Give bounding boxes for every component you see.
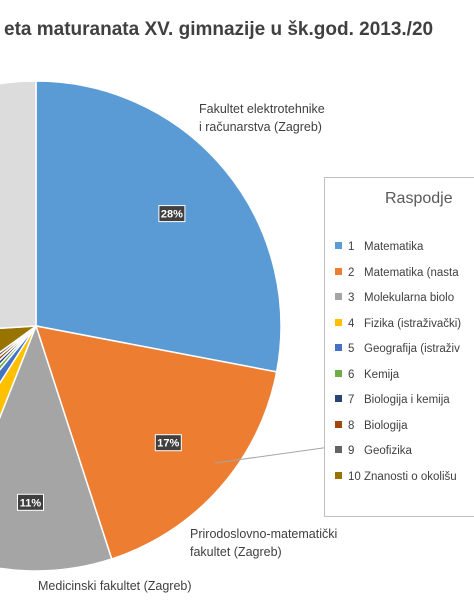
- legend-swatch-1: [335, 242, 342, 249]
- legend-label: Matematika (nasta: [364, 266, 459, 279]
- legend-swatch-5: [335, 344, 342, 351]
- data-label-box-2: [154, 434, 182, 452]
- data-label-2: 17%: [157, 438, 179, 450]
- legend-label: Biologija i kemija: [364, 394, 450, 406]
- legend-title: Raspodje: [385, 190, 453, 207]
- legend-swatch-6: [335, 369, 342, 377]
- legend-number: 2: [348, 266, 355, 279]
- legend-number: 5: [348, 343, 355, 355]
- legend-item-4: 4 Fizika (istraživački): [335, 318, 461, 334]
- pie-slice-11: [0, 80, 37, 330]
- legend-item-6: 6 Kemija: [335, 369, 399, 385]
- pie-slice-7: [0, 325, 37, 366]
- legend-swatch-2: [335, 267, 342, 275]
- legend-swatch-8: [335, 420, 342, 428]
- legend-swatch-3: [335, 293, 342, 300]
- callout-fer: Fakultet elektrotehnike i računarstva (Z…: [199, 102, 325, 134]
- callout-pmf: Prirodoslovno-matematički fakultet (Zagr…: [190, 527, 337, 559]
- pie-slice-5: [0, 325, 37, 385]
- legend-label: Znanosti o okolišu: [364, 470, 457, 483]
- legend-item-1: 1 Matematika: [335, 241, 423, 257]
- pie-slice-10: [0, 325, 39, 354]
- callout-fer-line1: Fakultet elektrotehnike: [199, 102, 325, 116]
- data-label-box-3: [17, 493, 44, 511]
- data-labels: 28% 17% 11%: [17, 205, 186, 511]
- legend-swatch-10: [335, 471, 342, 479]
- legend-item-3: 3 Molekularna biolo: [335, 292, 454, 308]
- legend-number: 7: [348, 394, 355, 406]
- legend-label: Matematika: [364, 241, 424, 253]
- legend-number: 6: [348, 368, 355, 381]
- legend-label: Kemija: [364, 368, 400, 381]
- legend-item-5: 5 Geografija (istraživ: [335, 343, 460, 359]
- legend-swatch-7: [335, 395, 342, 402]
- legend-swatch-4: [335, 318, 342, 326]
- legend-item-2: 2 Matematika (nasta: [335, 267, 459, 283]
- legend-label: Fizika (istraživački): [364, 317, 462, 330]
- data-label-box-1: [158, 205, 186, 223]
- callout-pmf-line2: fakultet (Zagreb): [190, 545, 282, 559]
- callout-pmf-line1: Prirodoslovno-matematički: [190, 527, 337, 541]
- legend-swatch-9: [335, 446, 342, 453]
- pie-slice-9: [0, 325, 37, 357]
- pie-slice-fakultet-elektrotehnike-i-racunarstva-zagreb: [35, 80, 282, 373]
- legend-number: 4: [348, 317, 355, 330]
- callout-med: Medicinski fakultet (Zagreb): [38, 579, 192, 593]
- callout-fer-line2: i računarstva (Zagreb): [199, 120, 322, 134]
- legend-item-9: 9 Geofizika: [335, 445, 412, 461]
- pie-slice-4: [0, 325, 37, 419]
- chart-title: eta maturanata XV. gimnazije u šk.god. 2…: [4, 19, 433, 40]
- legend-number: 10: [348, 470, 361, 483]
- legend-label: Molekularna biolo: [364, 292, 455, 304]
- legend-number: 3: [348, 292, 355, 304]
- legend-label: Geofizika: [364, 445, 412, 457]
- legend-label: Geografija (istraživ: [364, 343, 460, 355]
- legend-item-7: 7 Biologija i kemija: [335, 394, 450, 410]
- legend-label: Biologija: [364, 419, 408, 432]
- legend-number: 1: [348, 241, 355, 253]
- data-label-3: 11%: [20, 497, 42, 509]
- legend: Raspodje 1 Matematika 2 Matematika (nasta 3 M…: [324, 177, 474, 517]
- legend-item-10: 10 Znanosti o okolišu: [335, 471, 457, 487]
- legend-item-8: 8 Biologija: [335, 420, 407, 436]
- legend-number: 9: [348, 445, 355, 457]
- data-label-1: 28%: [161, 209, 183, 221]
- legend-number: 8: [348, 419, 355, 432]
